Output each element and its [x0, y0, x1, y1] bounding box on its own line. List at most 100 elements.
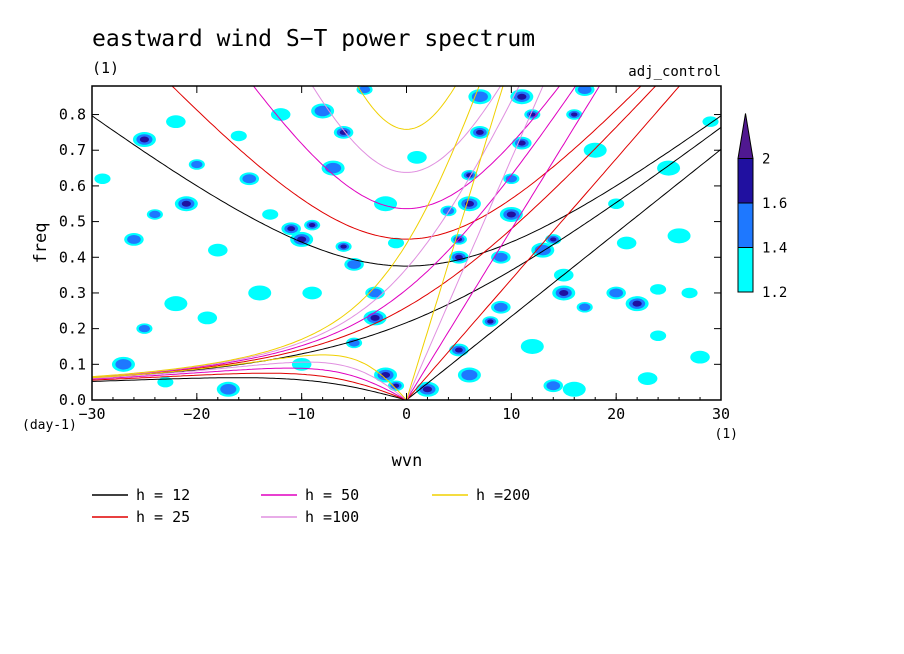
power-blob: [339, 129, 348, 135]
power-blob: [407, 150, 427, 164]
rossby-curve: [92, 377, 407, 400]
dispersion-curves: [92, 86, 721, 400]
inertia-gravity-curve: [252, 86, 561, 210]
power-blob: [270, 108, 291, 121]
power-blob: [494, 302, 508, 312]
legend-label: h = 25: [136, 508, 190, 526]
colorbar-swatch: [737, 247, 754, 293]
power-blob: [181, 200, 191, 207]
power-blob: [308, 223, 316, 228]
mrg-curve: [92, 86, 577, 378]
power-blob: [579, 303, 591, 311]
kelvin-curve: [406, 148, 721, 400]
y-tick-label: 0.2: [59, 320, 86, 338]
y-axis: 0.0 0.1 0.2 0.3 0.4 0.5 0.6 0.7 0.8: [59, 106, 721, 409]
power-blob: [166, 115, 186, 129]
inertia-gravity-curve: [171, 86, 642, 240]
power-blob: [348, 339, 360, 347]
power-blob: [609, 288, 624, 298]
power-blob: [387, 237, 405, 249]
legend-label: h =100: [305, 508, 359, 526]
power-blob: [571, 112, 578, 117]
legend: h = 12 h = 25 h = 50 h =100 h =200: [92, 486, 530, 526]
power-blob: [191, 160, 203, 169]
y-tick-label: 0.6: [59, 177, 86, 195]
power-blob: [475, 129, 484, 135]
power-blob: [291, 357, 312, 371]
power-blob: [562, 381, 586, 397]
y-tick-label: 0.8: [59, 106, 86, 124]
colorbar-label: 2: [762, 152, 770, 168]
power-blob: [608, 198, 625, 209]
power-blob: [637, 372, 658, 385]
power-blob: [657, 160, 681, 176]
power-blob: [242, 174, 257, 184]
power-blob: [650, 284, 667, 295]
power-blob: [505, 175, 517, 183]
y-axis-unit: (day-1): [22, 418, 77, 433]
kelvin-curve: [406, 86, 544, 400]
power-blob: [471, 91, 488, 102]
power-blob: [455, 254, 463, 260]
chart-subtitle-right: adj_control: [628, 64, 721, 80]
power-blob: [546, 381, 561, 391]
power-blob: [127, 234, 141, 244]
power-blob: [370, 314, 380, 321]
power-blob: [208, 243, 228, 257]
mrg-curve: [92, 126, 721, 379]
power-blob: [616, 236, 637, 250]
power-blob: [340, 244, 347, 249]
mrg-curve: [92, 86, 480, 378]
x-tick-label: 30: [712, 405, 730, 423]
power-blob: [494, 252, 508, 262]
rossby-curve: [92, 354, 407, 400]
power-blob: [559, 289, 569, 296]
x-tick-label: −10: [288, 405, 315, 423]
inertia-gravity-curve: [92, 115, 721, 267]
colorbar-extend: [737, 113, 754, 159]
colorbar-swatch: [737, 202, 754, 248]
y-tick-label: 0.1: [59, 355, 86, 373]
power-blob: [164, 296, 188, 312]
y-tick-label: 0.5: [59, 213, 86, 231]
colorbar-swatch: [737, 158, 754, 204]
power-blob: [380, 372, 391, 379]
power-blob: [248, 285, 272, 301]
chart-title: eastward wind S−T power spectrum: [92, 26, 535, 52]
x-axis: −30 −20 −10 0 10 20 30: [78, 86, 730, 423]
rossby-curve: [92, 372, 407, 400]
rossby-curve: [92, 361, 407, 400]
power-blob: [702, 116, 719, 127]
power-shading: [94, 86, 719, 397]
power-blob: [197, 311, 218, 325]
power-blob: [681, 287, 698, 299]
inertia-gravity-curve: [356, 86, 457, 130]
kelvin-curve: [406, 86, 681, 400]
power-blob: [297, 236, 307, 243]
colorbar-label: 1.4: [762, 241, 787, 257]
power-blob: [347, 259, 361, 269]
x-tick-label: −20: [183, 405, 210, 423]
power-blob: [149, 210, 161, 219]
power-blob: [138, 324, 151, 333]
inertia-gravity-curve: [311, 86, 502, 173]
power-blob: [314, 105, 331, 117]
power-blob: [230, 130, 247, 142]
power-blob: [550, 237, 557, 242]
x-tick-label: −30: [78, 405, 105, 423]
colorbar-label: 1.2: [762, 285, 787, 301]
power-blob: [139, 136, 150, 143]
power-blob: [115, 359, 132, 370]
power-blob: [94, 173, 111, 185]
power-blob: [358, 86, 371, 94]
power-blob: [374, 196, 398, 212]
x-axis-unit: (1): [715, 427, 738, 442]
y-tick-label: 0.3: [59, 284, 86, 302]
power-blob: [422, 386, 433, 393]
power-blob: [287, 226, 296, 232]
y-tick-label: 0.0: [59, 391, 86, 409]
power-blob: [455, 347, 463, 353]
power-blob: [487, 319, 494, 324]
legend-label: h =200: [476, 486, 530, 504]
